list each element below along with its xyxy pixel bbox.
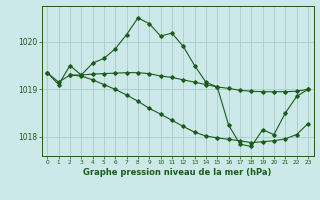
X-axis label: Graphe pression niveau de la mer (hPa): Graphe pression niveau de la mer (hPa) (84, 168, 272, 177)
